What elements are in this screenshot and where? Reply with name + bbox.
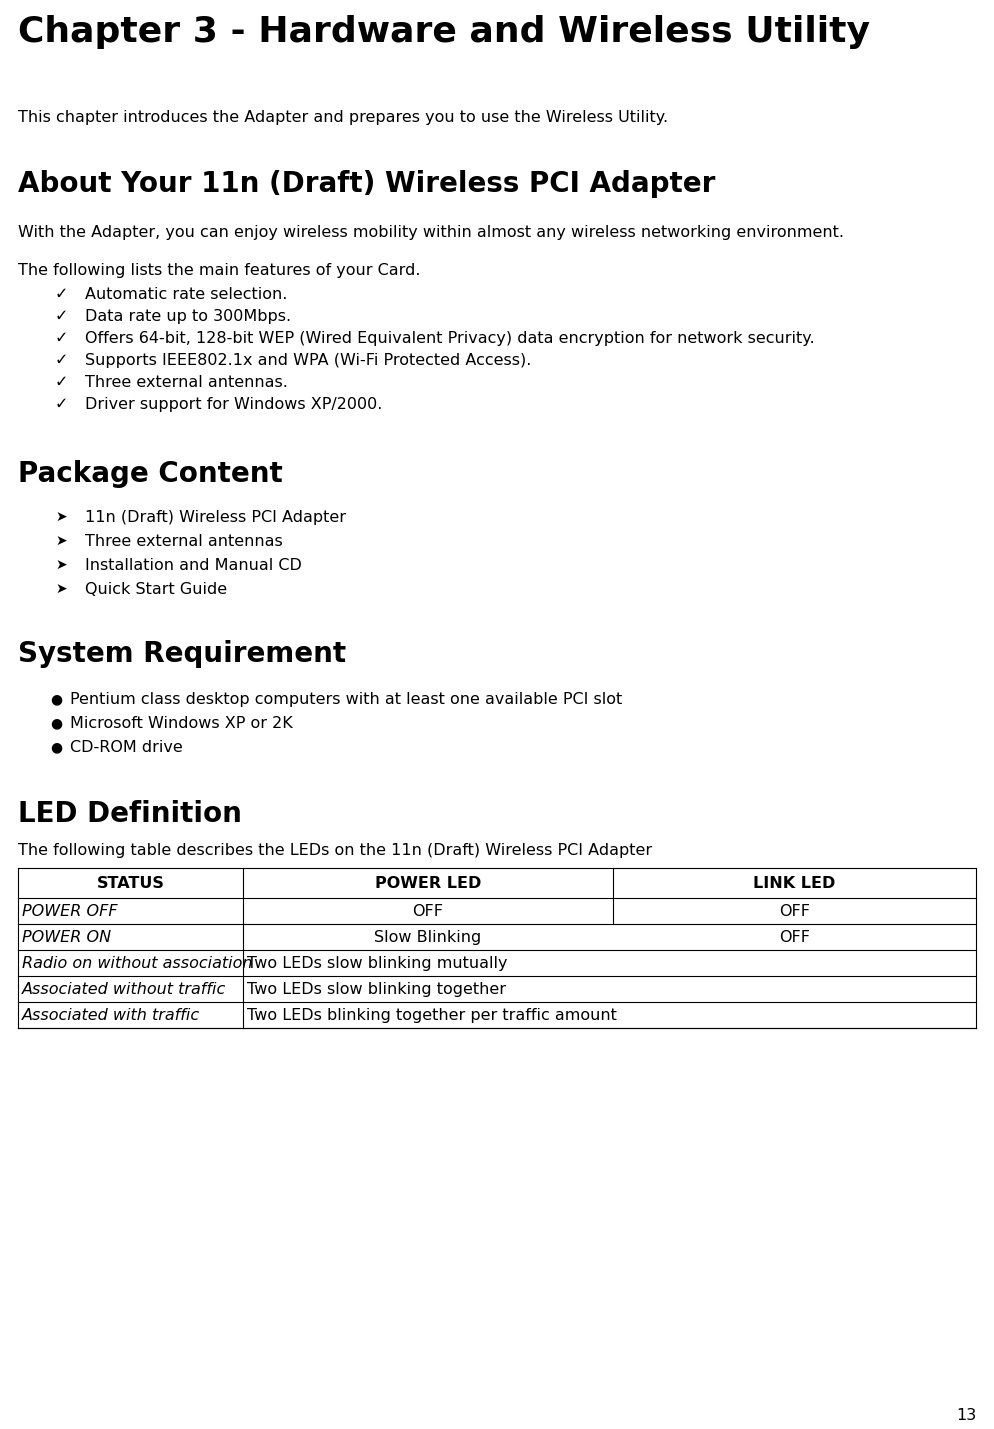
Text: Driver support for Windows XP/2000.: Driver support for Windows XP/2000. — [85, 397, 383, 412]
Text: ✓: ✓ — [55, 353, 69, 369]
Text: Slow Blinking: Slow Blinking — [375, 930, 482, 945]
Text: 13: 13 — [956, 1408, 976, 1423]
Text: POWER OFF: POWER OFF — [22, 905, 117, 919]
Text: Three external antennas: Three external antennas — [85, 534, 282, 549]
Text: Data rate up to 300Mbps.: Data rate up to 300Mbps. — [85, 309, 291, 324]
Text: LED Definition: LED Definition — [18, 800, 242, 827]
Text: POWER LED: POWER LED — [375, 876, 481, 892]
Text: Radio on without association: Radio on without association — [22, 956, 252, 970]
Text: ✓: ✓ — [55, 374, 69, 390]
Text: ✓: ✓ — [55, 287, 69, 302]
Text: Pentium class desktop computers with at least one available PCI slot: Pentium class desktop computers with at … — [70, 692, 622, 707]
Text: ➤: ➤ — [55, 510, 67, 524]
Text: ➤: ➤ — [55, 582, 67, 596]
Text: Two LEDs slow blinking mutually: Two LEDs slow blinking mutually — [247, 956, 508, 970]
Text: Package Content: Package Content — [18, 460, 282, 487]
Text: ➤: ➤ — [55, 534, 67, 547]
Text: Chapter 3 - Hardware and Wireless Utility: Chapter 3 - Hardware and Wireless Utilit… — [18, 14, 870, 49]
Text: Two LEDs slow blinking together: Two LEDs slow blinking together — [247, 982, 506, 997]
Text: Associated without traffic: Associated without traffic — [22, 982, 227, 997]
Text: Two LEDs blinking together per traffic amount: Two LEDs blinking together per traffic a… — [247, 1007, 617, 1023]
Text: ✓: ✓ — [55, 332, 69, 346]
Text: About Your 11n (Draft) Wireless PCI Adapter: About Your 11n (Draft) Wireless PCI Adap… — [18, 170, 716, 199]
Text: CD-ROM drive: CD-ROM drive — [70, 740, 183, 755]
Text: This chapter introduces the Adapter and prepares you to use the Wireless Utility: This chapter introduces the Adapter and … — [18, 110, 668, 124]
Text: STATUS: STATUS — [96, 876, 164, 892]
Text: ●: ● — [50, 692, 62, 706]
Text: ✓: ✓ — [55, 309, 69, 324]
Text: The following table describes the LEDs on the 11n (Draft) Wireless PCI Adapter: The following table describes the LEDs o… — [18, 843, 652, 857]
Text: ●: ● — [50, 716, 62, 730]
Text: The following lists the main features of your Card.: The following lists the main features of… — [18, 263, 420, 279]
Text: Offers 64-bit, 128-bit WEP (Wired Equivalent Privacy) data encryption for networ: Offers 64-bit, 128-bit WEP (Wired Equiva… — [85, 332, 815, 346]
Text: 11n (Draft) Wireless PCI Adapter: 11n (Draft) Wireless PCI Adapter — [85, 510, 346, 524]
Text: Automatic rate selection.: Automatic rate selection. — [85, 287, 287, 302]
Text: Supports IEEE802.1x and WPA (Wi-Fi Protected Access).: Supports IEEE802.1x and WPA (Wi-Fi Prote… — [85, 353, 532, 369]
Text: OFF: OFF — [779, 930, 810, 945]
Text: OFF: OFF — [413, 905, 443, 919]
Text: ●: ● — [50, 740, 62, 755]
Text: OFF: OFF — [779, 905, 810, 919]
Text: ✓: ✓ — [55, 397, 69, 412]
Text: Quick Start Guide: Quick Start Guide — [85, 582, 227, 597]
Text: Microsoft Windows XP or 2K: Microsoft Windows XP or 2K — [70, 716, 293, 732]
Text: ➤: ➤ — [55, 557, 67, 572]
Text: Three external antennas.: Three external antennas. — [85, 374, 288, 390]
Text: POWER ON: POWER ON — [22, 930, 111, 945]
Text: With the Adapter, you can enjoy wireless mobility within almost any wireless net: With the Adapter, you can enjoy wireless… — [18, 224, 844, 240]
Text: LINK LED: LINK LED — [753, 876, 836, 892]
Text: Installation and Manual CD: Installation and Manual CD — [85, 557, 302, 573]
Text: System Requirement: System Requirement — [18, 640, 346, 667]
Text: Associated with traffic: Associated with traffic — [22, 1007, 200, 1023]
